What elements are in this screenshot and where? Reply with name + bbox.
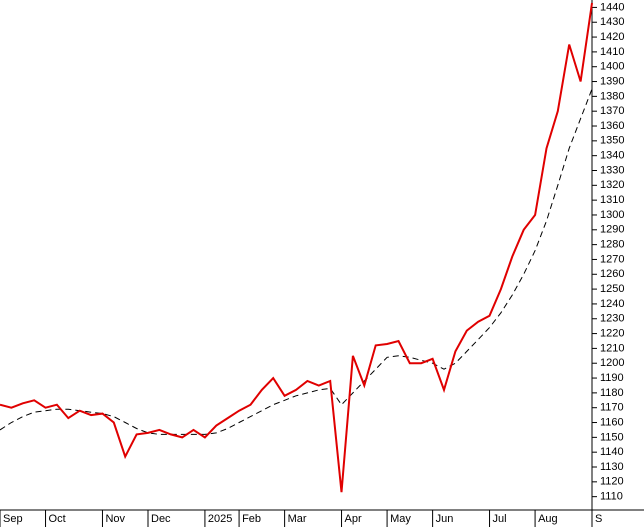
x-tick-label: Jun (436, 513, 454, 525)
y-tick-label: 1160 (600, 416, 624, 428)
y-tick-label: 1380 (600, 90, 624, 102)
x-tick-label: Jul (493, 513, 507, 525)
y-tick-label: 1140 (600, 446, 624, 458)
y-tick-label: 1410 (600, 46, 624, 58)
x-tick-label: Apr (345, 513, 362, 525)
y-tick-label: 1170 (600, 402, 624, 414)
y-tick-label: 1180 (600, 387, 624, 399)
y-tick-label: 1130 (600, 461, 624, 473)
x-tick-label: Sep (3, 513, 23, 525)
y-tick-label: 1200 (600, 357, 624, 369)
y-tick-label: 1420 (600, 31, 624, 43)
y-tick-label: 1220 (600, 327, 624, 339)
x-tick-label: Dec (151, 513, 171, 525)
y-tick-label: 1230 (600, 313, 624, 325)
y-tick-label: 1400 (600, 61, 624, 73)
y-tick-label: 1300 (600, 209, 624, 221)
y-tick-label: 1320 (600, 179, 624, 191)
y-tick-label: 1310 (600, 194, 624, 206)
y-tick-label: 1190 (600, 372, 624, 384)
y-tick-label: 1370 (600, 105, 624, 117)
y-tick-label: 1110 (600, 491, 623, 503)
y-tick-label: 1270 (600, 253, 624, 265)
x-tick-label: Nov (105, 513, 125, 525)
x-tick-label: Aug (538, 513, 558, 525)
series-line (0, 2, 593, 493)
x-tick-label: Mar (288, 513, 307, 525)
y-tick-label: 1360 (600, 120, 624, 132)
y-tick-label: 1330 (600, 164, 624, 176)
x-tick-label: Feb (242, 513, 261, 525)
y-tick-label: 1430 (600, 16, 624, 28)
y-tick-label: 1120 (600, 476, 624, 488)
y-tick-label: 1250 (600, 283, 624, 295)
x-tick-label: 2025 (208, 513, 232, 525)
y-tick-label: 1350 (600, 135, 624, 147)
y-tick-label: 1440 (600, 1, 624, 13)
x-tick-label: Oct (49, 513, 66, 525)
y-tick-label: 1210 (600, 342, 624, 354)
y-tick-label: 1260 (600, 268, 624, 280)
y-tick-label: 1150 (600, 431, 624, 443)
x-tick-label: S (595, 513, 602, 525)
y-tick-label: 1280 (600, 239, 624, 251)
y-tick-label: 1240 (600, 298, 624, 310)
y-tick-label: 1290 (600, 224, 624, 236)
x-tick-label: May (390, 513, 411, 525)
y-tick-label: 1390 (600, 75, 624, 87)
y-tick-label: 1340 (600, 150, 624, 162)
